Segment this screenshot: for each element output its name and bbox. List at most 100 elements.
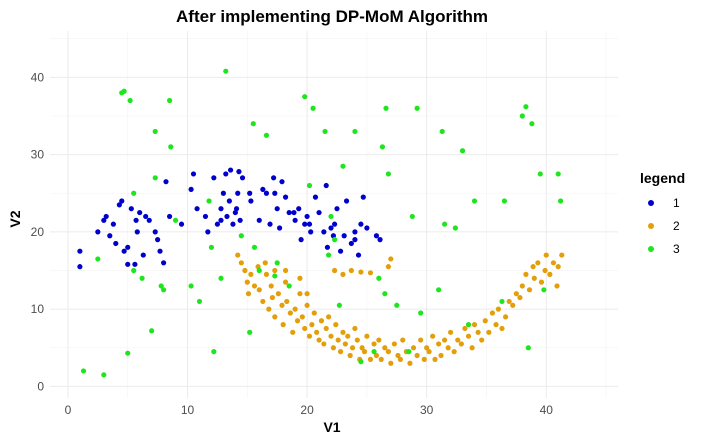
- y-tick-label: 20: [31, 225, 45, 239]
- point-series-1: [324, 244, 331, 250]
- point-series-3: [452, 225, 458, 231]
- point-series-2: [242, 267, 248, 274]
- point-series-3: [95, 256, 101, 262]
- point-series-2: [361, 349, 368, 355]
- point-series-3: [152, 175, 158, 181]
- point-series-1: [292, 217, 298, 223]
- point-series-3: [376, 275, 382, 281]
- legend-items: 1 2 3: [648, 196, 680, 256]
- point-series-1: [125, 244, 131, 250]
- point-series-2: [330, 345, 337, 351]
- point-series-1: [308, 229, 314, 235]
- point-series-1: [128, 206, 134, 212]
- point-series-2: [455, 337, 461, 343]
- point-series-2: [309, 322, 315, 328]
- point-series-3: [238, 233, 244, 239]
- point-series-1: [286, 209, 292, 216]
- point-series-3: [358, 359, 364, 365]
- point-series-2: [323, 325, 329, 332]
- point-series-1: [334, 206, 340, 212]
- point-series-2: [262, 260, 268, 266]
- point-series-2: [248, 271, 254, 277]
- point-series-3: [555, 171, 561, 177]
- point-series-2: [418, 337, 424, 343]
- point-series-2: [510, 302, 516, 308]
- point-series-1: [157, 248, 163, 254]
- point-series-3: [409, 213, 415, 220]
- point-series-2: [395, 352, 401, 359]
- point-series-2: [340, 329, 346, 335]
- point-series-2: [506, 298, 512, 305]
- point-series-2: [347, 352, 353, 359]
- tick-labels: 0 10 20 30 40 0 10 20 30 40: [31, 70, 554, 417]
- point-series-1: [352, 229, 358, 235]
- point-series-3: [196, 298, 203, 305]
- point-series-2: [337, 349, 344, 355]
- x-tick-label: 40: [540, 403, 554, 417]
- point-series-3: [274, 260, 280, 266]
- point-series-2: [554, 283, 560, 289]
- point-series-1: [236, 169, 242, 175]
- point-series-2: [526, 287, 533, 293]
- point-series-2: [311, 310, 317, 316]
- point-series-3: [529, 121, 535, 127]
- point-series-1: [152, 229, 158, 235]
- point-series-2: [251, 283, 258, 289]
- point-series-2: [342, 341, 348, 347]
- point-series-2: [397, 356, 403, 362]
- y-tick-label: 30: [31, 148, 45, 162]
- point-series-1: [143, 213, 149, 220]
- point-series-1: [248, 198, 254, 204]
- point-series-3: [218, 275, 224, 281]
- point-series-1: [321, 229, 327, 235]
- point-series-3: [256, 267, 262, 274]
- point-series-1: [276, 225, 283, 231]
- point-series-2: [321, 341, 327, 347]
- legend-key-2: [648, 223, 654, 229]
- point-series-2: [542, 267, 548, 274]
- y-axis-title: V2: [7, 210, 23, 227]
- point-series-2: [438, 352, 444, 359]
- point-series-3: [499, 298, 505, 305]
- point-series-3: [352, 128, 358, 135]
- point-series-3: [208, 244, 215, 250]
- point-series-1: [116, 202, 122, 208]
- point-series-3: [131, 190, 137, 196]
- point-series-2: [297, 275, 303, 281]
- point-series-1: [223, 171, 229, 177]
- point-series-1: [312, 194, 319, 200]
- point-series-2: [388, 256, 394, 262]
- point-series-3: [149, 328, 155, 334]
- point-series-2: [287, 310, 293, 316]
- point-series-2: [345, 333, 351, 339]
- point-series-1: [77, 264, 83, 270]
- point-series-1: [358, 221, 364, 227]
- point-series-1: [211, 175, 217, 181]
- point-series-1: [282, 194, 289, 200]
- point-series-3: [501, 198, 507, 204]
- point-series-2: [272, 267, 278, 274]
- point-series-3: [471, 198, 478, 204]
- point-series-1: [161, 260, 167, 266]
- point-series-2: [385, 264, 392, 270]
- point-series-1: [267, 221, 273, 227]
- point-series-2: [530, 264, 536, 270]
- point-series-3: [272, 273, 278, 279]
- point-series-1: [227, 167, 234, 173]
- point-series-1: [298, 237, 304, 243]
- point-series-2: [400, 337, 406, 343]
- point-series-2: [328, 333, 334, 339]
- point-series-1: [260, 186, 266, 192]
- point-series-3: [382, 291, 388, 297]
- point-series-2: [235, 252, 241, 258]
- point-series-1: [113, 240, 119, 247]
- point-series-1: [107, 233, 113, 239]
- point-series-3: [121, 88, 127, 94]
- point-series-1: [360, 194, 366, 200]
- point-series-1: [214, 221, 221, 227]
- point-series-3: [139, 275, 145, 281]
- point-series-2: [424, 345, 430, 351]
- point-series-1: [271, 175, 277, 181]
- x-tick-label: 0: [65, 403, 72, 417]
- point-series-1: [237, 217, 243, 223]
